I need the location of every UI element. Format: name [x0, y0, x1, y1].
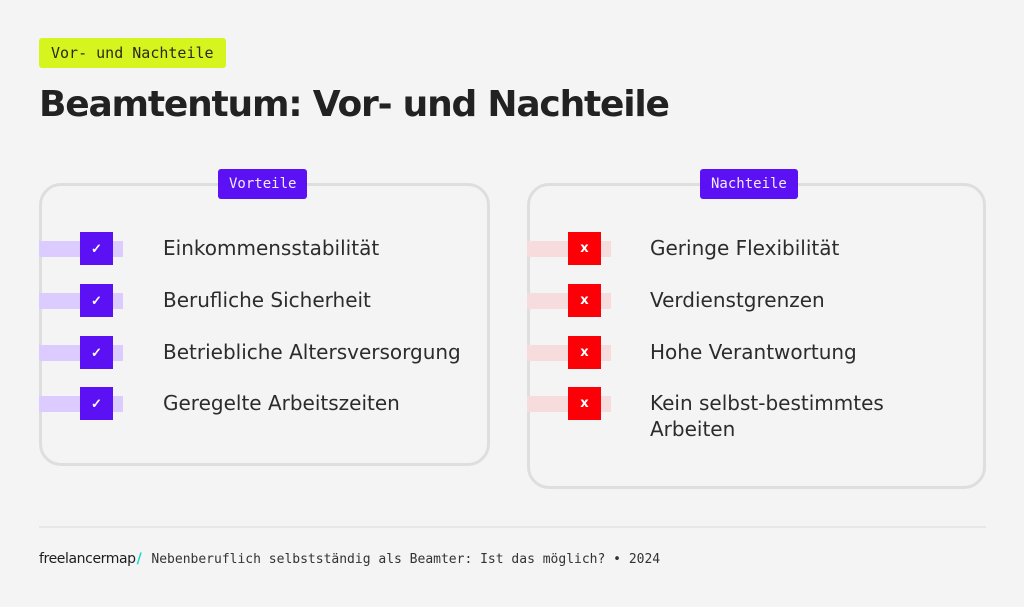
pros-panel: Vorteile ✓ Einkommensstabilität ✓ Berufl… [39, 169, 490, 466]
pros-item-label: Einkommensstabilität [163, 236, 380, 260]
x-icon: x [568, 387, 601, 420]
pros-item-label: Betriebliche Altersversorgung [163, 340, 461, 364]
cons-list-item: x Verdienstgrenzen [527, 284, 980, 318]
cons-item-label: Verdienstgrenzen [650, 288, 825, 312]
cons-panel: Nachteile x Geringe Flexibilität x Verdi… [527, 169, 986, 489]
check-icon: ✓ [80, 387, 113, 420]
pros-list-item: ✓ Betriebliche Altersversorgung [39, 336, 484, 370]
pros-item-label: Geregelte Arbeitszeiten [163, 391, 400, 415]
brand-logo: freelancermap/ [39, 551, 142, 567]
brand-name: freelancermap [39, 551, 136, 567]
x-icon: x [568, 232, 601, 265]
page-title: Beamtentum: Vor- und Nachteile [39, 84, 670, 125]
check-icon: ✓ [80, 336, 113, 369]
pros-list-item: ✓ Einkommensstabilität [39, 232, 484, 266]
check-icon: ✓ [80, 284, 113, 317]
footer-caption: Nebenberuflich selbstständig als Beamter… [151, 551, 661, 567]
pros-item-label: Berufliche Sicherheit [163, 288, 371, 312]
footer-divider [39, 526, 986, 528]
cons-item-label: Kein selbst-bestimmtes Arbeiten [650, 391, 884, 441]
category-tag: Vor- und Nachteile [39, 38, 226, 68]
cons-list-item: x Geringe Flexibilität [527, 232, 980, 266]
cons-item-label: Geringe Flexibilität [650, 236, 840, 260]
x-icon: x [568, 336, 601, 369]
check-icon: ✓ [80, 232, 113, 265]
pros-badge: Vorteile [218, 169, 308, 199]
cons-item-label: Hohe Verantwortung [650, 340, 857, 364]
brand-slash-icon: / [136, 551, 142, 567]
pros-list-item: ✓ Geregelte Arbeitszeiten [39, 387, 484, 421]
footer: freelancermap/ Nebenberuflich selbststän… [39, 551, 660, 567]
cons-badge: Nachteile [700, 169, 798, 199]
pros-list-item: ✓ Berufliche Sicherheit [39, 284, 484, 318]
cons-list-item: x Kein selbst-bestimmtes Arbeiten [527, 387, 980, 441]
cons-list-item: x Hohe Verantwortung [527, 336, 980, 370]
x-icon: x [568, 284, 601, 317]
